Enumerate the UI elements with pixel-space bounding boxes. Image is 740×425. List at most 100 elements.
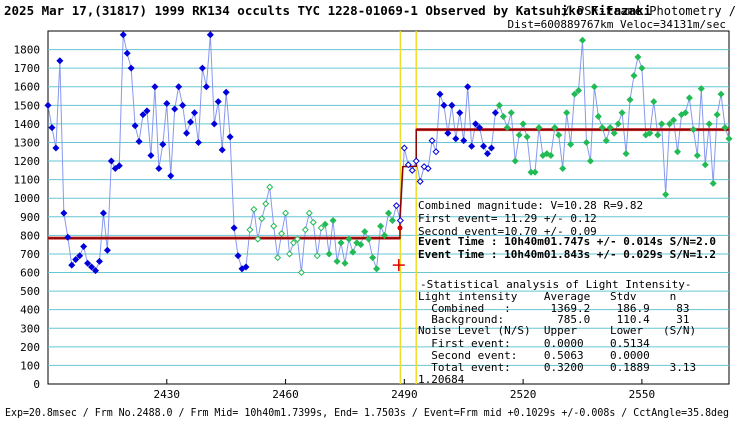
data-point	[400, 144, 408, 152]
stats-extra-value: 1.20684	[418, 373, 465, 386]
data-point	[571, 90, 579, 98]
data-point	[709, 179, 717, 187]
data-point	[689, 125, 697, 133]
data-point	[246, 226, 254, 234]
y-tick-label: 1000	[14, 192, 41, 205]
data-point	[341, 259, 349, 267]
data-point	[634, 53, 642, 61]
model-curve	[48, 128, 729, 239]
chart-subtitle-method: / PSF-Frame Photometry /	[563, 4, 736, 18]
data-point	[274, 254, 282, 262]
data-point	[72, 256, 80, 264]
data-point	[578, 36, 587, 44]
data-point	[187, 118, 195, 126]
stats-total-event-row: Total event: 0.3200 0.1889 3.13	[418, 361, 696, 374]
y-tick-label: 1700	[14, 62, 41, 75]
data-point	[317, 224, 325, 232]
data-point	[131, 122, 139, 130]
data-point	[626, 96, 634, 104]
data-point	[630, 72, 638, 80]
data-point	[84, 259, 92, 267]
data-point	[115, 162, 123, 170]
data-point	[499, 112, 507, 120]
data-point	[594, 112, 602, 120]
data-point	[515, 131, 523, 139]
data-point	[547, 151, 555, 159]
data-point	[658, 120, 666, 128]
data-point	[705, 120, 713, 128]
data-point	[190, 109, 199, 117]
y-tick-label: 300	[20, 322, 40, 335]
y-tick-label: 1200	[14, 155, 41, 168]
y-tick-label: 600	[20, 267, 40, 280]
data-point	[725, 135, 733, 143]
chart-title: 2025 Mar 17,(31817) 1999 RK134 occults T…	[4, 3, 652, 18]
data-point	[345, 235, 353, 243]
data-point	[76, 252, 84, 260]
data-point	[329, 216, 337, 225]
data-point	[491, 109, 499, 117]
y-tick-label: 800	[20, 229, 40, 242]
data-point	[353, 239, 361, 247]
data-point	[563, 109, 571, 117]
data-point	[685, 94, 693, 102]
y-tick-label: 1800	[14, 44, 41, 57]
data-point	[230, 224, 238, 232]
data-point	[602, 137, 610, 145]
data-point	[167, 172, 175, 180]
y-tick-label: 0	[33, 378, 40, 391]
x-tick-label: 2490	[391, 388, 418, 401]
data-point	[586, 157, 594, 165]
data-point	[392, 202, 400, 210]
stats-second-event-row: Second event: 0.5063 0.0000	[418, 349, 650, 362]
data-point	[448, 101, 456, 109]
data-point	[270, 222, 278, 230]
y-tick-label: 100	[20, 359, 40, 372]
y-tick-label: 200	[20, 341, 40, 354]
data-point	[139, 111, 147, 119]
data-point	[388, 216, 396, 225]
data-point	[543, 150, 551, 158]
stats-noise-header: Noise Level (N/S) Upper Lower (S/N)	[418, 324, 696, 337]
y-tick-label: 1500	[14, 99, 41, 112]
data-point	[202, 83, 210, 91]
data-point	[107, 157, 115, 165]
data-point	[487, 144, 495, 152]
data-point	[468, 142, 476, 150]
red-star-marker	[397, 225, 403, 231]
data-point	[693, 151, 701, 159]
data-point	[480, 142, 488, 150]
data-point	[519, 120, 527, 128]
data-point	[377, 222, 385, 230]
data-point	[163, 99, 171, 107]
data-point	[44, 101, 52, 109]
data-point	[662, 190, 670, 199]
data-point	[618, 109, 626, 117]
stats-combined-row: Combined : 1369.2 186.9 83	[418, 302, 690, 315]
data-point	[282, 209, 290, 217]
event-time-2-text: Event Time : 10h40m01.843s +/- 0.029s S/…	[418, 248, 716, 261]
data-point	[622, 150, 630, 158]
data-point	[325, 250, 333, 258]
chart-subtitle-distance: Dist=600889767km Veloc=34131m/sec	[507, 18, 726, 31]
data-point	[210, 120, 218, 128]
y-tick-label: 1100	[14, 174, 41, 187]
data-point	[155, 164, 163, 172]
data-point	[297, 269, 305, 277]
data-point	[614, 120, 622, 128]
data-point	[309, 218, 317, 226]
data-point	[254, 235, 262, 243]
first-event-magnitude-text: First event= 11.29 +/- 0.12	[418, 212, 597, 225]
data-point	[183, 129, 191, 137]
data-point	[416, 177, 424, 185]
data-point	[575, 86, 583, 94]
data-point	[147, 151, 155, 159]
data-point	[175, 83, 183, 91]
data-point	[384, 209, 393, 217]
data-point	[305, 209, 313, 217]
data-point	[337, 239, 345, 247]
data-point	[206, 31, 214, 39]
data-point	[242, 263, 250, 271]
data-point	[432, 148, 440, 156]
data-point	[483, 150, 491, 158]
